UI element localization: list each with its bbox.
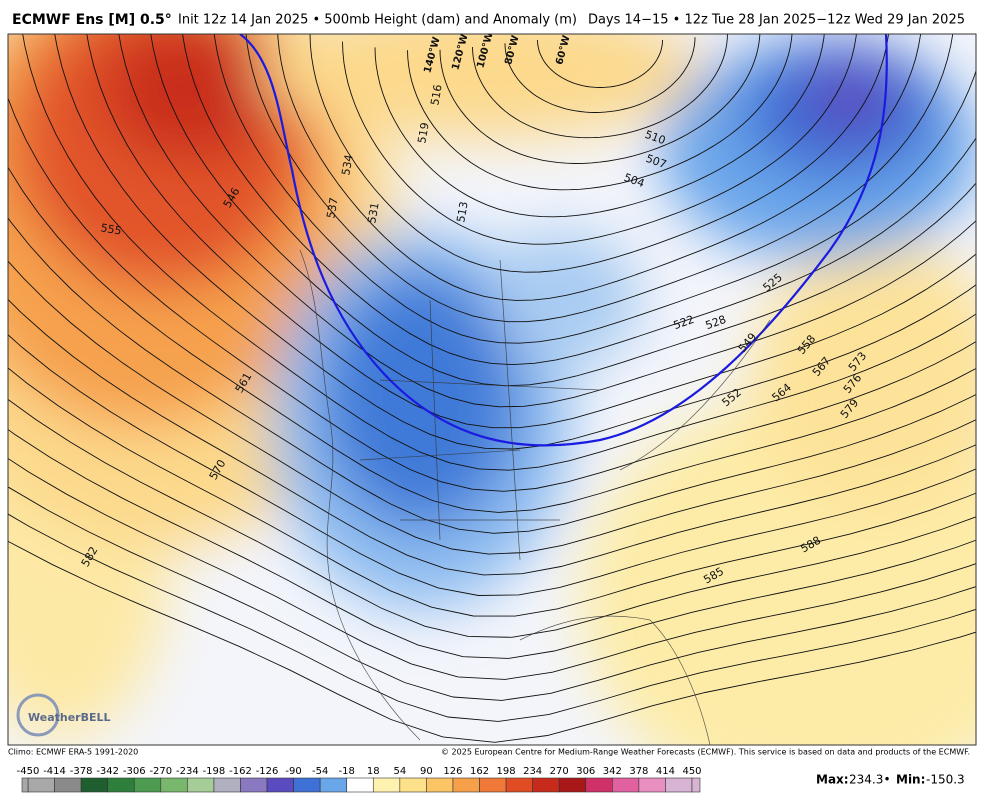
colorbar-swatch — [81, 778, 108, 792]
colorbar-end — [692, 778, 700, 792]
colorbar-label: -198 — [203, 766, 226, 777]
model-title: ECMWF Ens [M] 0.5° — [12, 12, 172, 28]
colorbar-swatch — [55, 778, 82, 792]
colorbar-label: -414 — [43, 766, 66, 777]
colorbar-swatch — [294, 778, 321, 792]
colorbar-label: 342 — [603, 766, 622, 777]
valid-time: Days 14−15 • 12z Tue 28 Jan 2025−12z Wed… — [588, 13, 965, 28]
colorbar-swatch — [320, 778, 347, 792]
colorbar-label: 378 — [629, 766, 648, 777]
copyright: © 2025 European Centre for Medium-Range … — [441, 748, 970, 757]
colorbar-swatch — [28, 778, 55, 792]
colorbar-label: 54 — [393, 766, 406, 777]
colorbar-label: -378 — [70, 766, 93, 777]
colorbar-swatch — [453, 778, 480, 792]
colorbar-label: -162 — [229, 766, 252, 777]
colorbar-label: 270 — [550, 766, 569, 777]
colorbar-label: 126 — [443, 766, 462, 777]
colorbar-label: -234 — [176, 766, 199, 777]
colorbar-label: 450 — [682, 766, 701, 777]
colorbar-swatch — [161, 778, 188, 792]
colorbar: -450-414 -378-342 -306-270 -234 -198-162 -126… — [17, 766, 702, 792]
colorbar-label: -270 — [149, 766, 172, 777]
colorbar-label: 90 — [420, 766, 433, 777]
colorbar-swatch — [612, 778, 639, 792]
product-title: Init 12z 14 Jan 2025 • 500mb Height (dam… — [178, 13, 577, 28]
colorbar-swatch — [665, 778, 692, 792]
logo-text: WeatherBELL — [28, 711, 111, 724]
colorbar-swatch — [559, 778, 586, 792]
colorbar-label: -54 — [312, 766, 328, 777]
colorbar-end — [22, 778, 28, 792]
colorbar-swatch — [108, 778, 135, 792]
colorbar-swatch — [426, 778, 453, 792]
colorbar-label: 198 — [497, 766, 516, 777]
colorbar-swatch — [240, 778, 267, 792]
colorbar-label: 306 — [576, 766, 595, 777]
colorbar-swatch — [187, 778, 214, 792]
colorbar-label: 414 — [656, 766, 675, 777]
colorbar-swatch — [134, 778, 161, 792]
colorbar-swatch — [373, 778, 400, 792]
colorbar-swatch — [639, 778, 666, 792]
min-label: Min: — [896, 773, 925, 787]
max-value: 234.3 — [849, 773, 883, 787]
colorbar-swatch — [506, 778, 533, 792]
colorbar-swatch — [347, 778, 374, 792]
colorbar-swatch — [533, 778, 560, 792]
colorbar-label: -126 — [256, 766, 279, 777]
colorbar-swatch — [586, 778, 613, 792]
min-value: -150.3 — [926, 773, 965, 787]
colorbar-label: 234 — [523, 766, 542, 777]
colorbar-label: 18 — [367, 766, 380, 777]
colorbar-label: -342 — [96, 766, 119, 777]
colorbar-swatch — [480, 778, 507, 792]
colorbar-label: 162 — [470, 766, 489, 777]
colorbar-swatch — [214, 778, 241, 792]
colorbar-swatch — [267, 778, 294, 792]
colorbar-label: -306 — [123, 766, 146, 777]
separator: • — [883, 773, 890, 787]
colorbar-label: -18 — [339, 766, 355, 777]
climo-note: Climo: ECMWF ERA-5 1991-2020 — [8, 748, 138, 757]
colorbar-label: -450 — [17, 766, 40, 777]
colorbar-swatch — [400, 778, 427, 792]
colorbar-label: -90 — [285, 766, 301, 777]
max-label: Max: — [816, 773, 849, 787]
